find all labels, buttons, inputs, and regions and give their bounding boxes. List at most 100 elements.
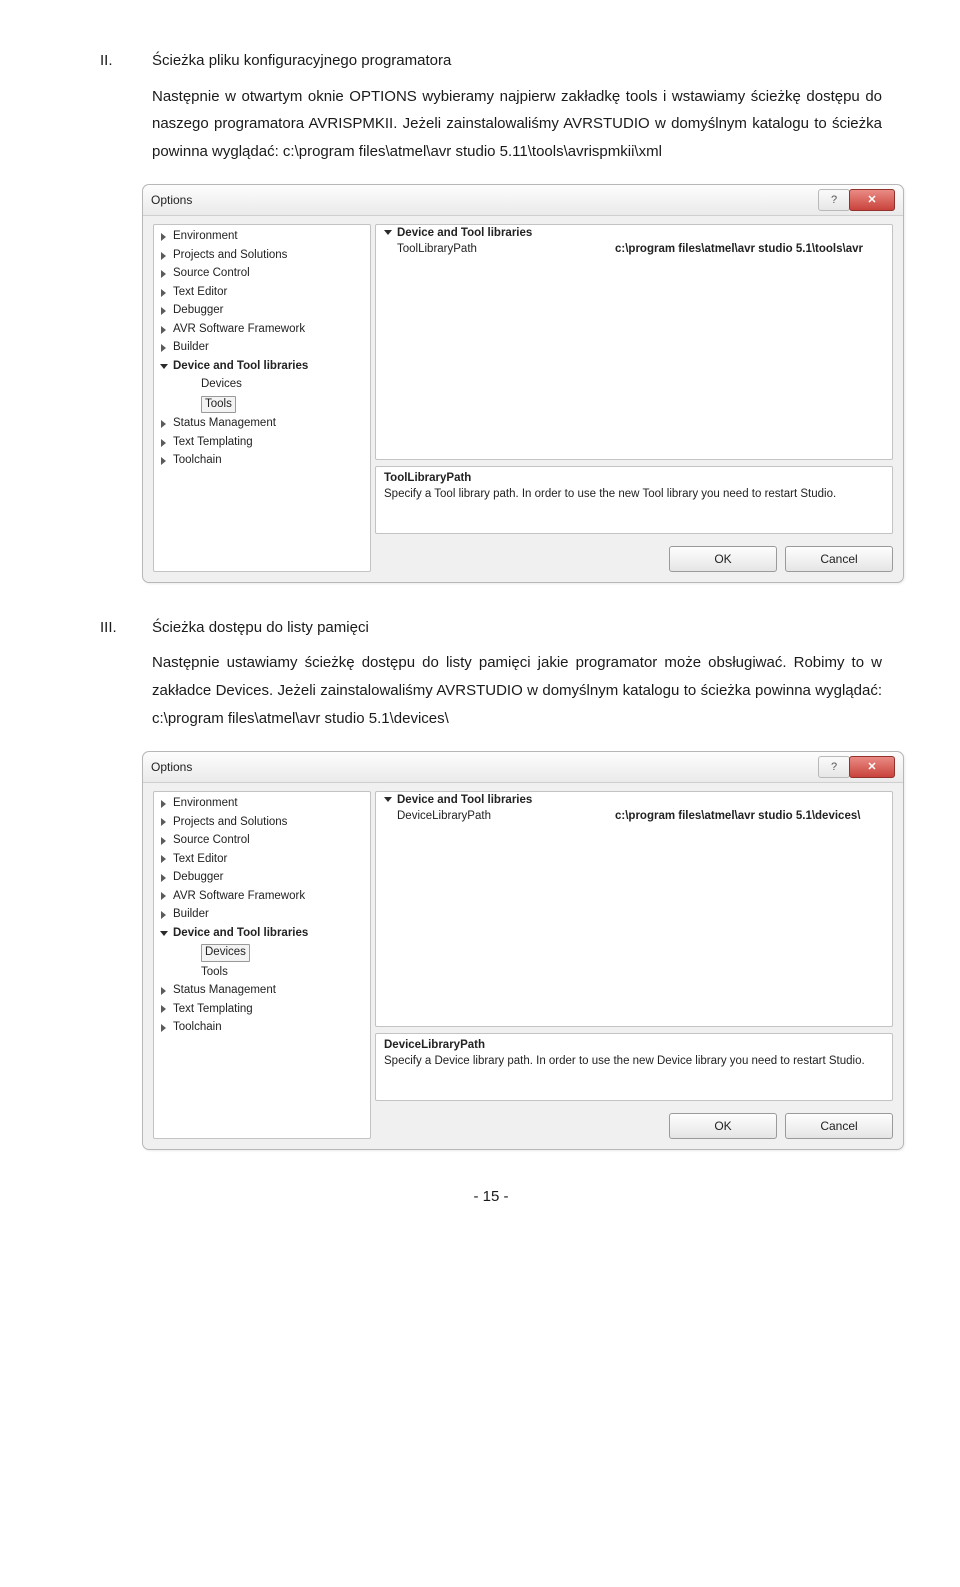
section-2-paragraph: Następnie w otwartym oknie OPTIONS wybie… (152, 83, 882, 166)
tree-item[interactable]: Text Editor (156, 850, 368, 869)
dialog-help-button[interactable]: ? (818, 189, 850, 211)
expand-icon (158, 361, 169, 372)
collapse-icon (158, 817, 169, 828)
section-2-title: Ścieżka pliku konfiguracyjnego programat… (152, 50, 451, 73)
tree-item[interactable]: Builder (156, 339, 368, 358)
tree-item[interactable]: AVR Software Framework (156, 320, 368, 339)
collapse-icon (158, 306, 169, 317)
options-tree[interactable]: EnvironmentProjects and Solutions Source … (153, 791, 371, 1139)
tree-item[interactable]: Tools (156, 394, 368, 415)
tree-item-label: AVR Software Framework (173, 322, 305, 338)
dialog-close-button[interactable]: ✕ (849, 189, 895, 211)
property-description-text: Specify a Tool library path. In order to… (384, 487, 884, 503)
tree-item-label: Devices (201, 377, 242, 393)
collapse-icon (158, 891, 169, 902)
tree-item[interactable]: Text Editor (156, 283, 368, 302)
collapse-icon (186, 399, 197, 410)
section-3-roman: III. (100, 617, 134, 640)
tree-item[interactable]: Toolchain (156, 1019, 368, 1038)
collapse-icon (158, 343, 169, 354)
tree-item[interactable]: Debugger (156, 869, 368, 888)
tree-item[interactable]: Status Management (156, 982, 368, 1001)
tree-item[interactable]: Source Control (156, 832, 368, 851)
options-dialog-2: Options ? ✕ EnvironmentProjects and Solu… (142, 751, 904, 1150)
tree-item-label: Toolchain (173, 453, 222, 469)
dialog-titlebar: Options ? ✕ (143, 185, 903, 216)
tree-item-label: Status Management (173, 416, 276, 432)
dialog-help-button[interactable]: ? (818, 756, 850, 778)
tree-item-label: Status Management (173, 983, 276, 999)
tree-item[interactable]: Environment (156, 228, 368, 247)
section-3-heading: III. Ścieżka dostępu do listy pamięci (100, 617, 882, 640)
options-tree[interactable]: EnvironmentProjects and Solutions Source … (153, 224, 371, 572)
collapse-icon (158, 250, 169, 261)
property-value[interactable]: c:\program files\atmel\avr studio 5.1\to… (615, 243, 886, 255)
ok-button[interactable]: OK (669, 546, 777, 572)
tree-item-label: Builder (173, 907, 209, 923)
tree-item[interactable]: Debugger (156, 302, 368, 321)
section-3-paragraph: Następnie ustawiamy ścieżkę dostępu do l… (152, 649, 882, 732)
collapse-icon (158, 909, 169, 920)
dialog-title: Options (151, 193, 192, 207)
collapse-icon (158, 835, 169, 846)
tree-item[interactable]: AVR Software Framework (156, 887, 368, 906)
tree-item-label: Text Templating (173, 435, 253, 451)
collapse-icon (158, 287, 169, 298)
property-grid[interactable]: Device and Tool libraries ToolLibraryPat… (375, 224, 893, 460)
tree-item-label: Text Editor (173, 852, 227, 868)
tree-item[interactable]: Devices (156, 943, 368, 964)
dialog-close-button[interactable]: ✕ (849, 756, 895, 778)
section-2-heading: II. Ścieżka pliku konfiguracyjnego progr… (100, 50, 882, 73)
property-value[interactable]: c:\program files\atmel\avr studio 5.1\de… (615, 810, 886, 822)
collapse-icon (186, 947, 197, 958)
tree-item-label: Source Control (173, 833, 250, 849)
tree-item-label: Tools (201, 965, 228, 981)
collapse-icon (158, 269, 169, 280)
tree-item-label: Projects and Solutions (173, 815, 287, 831)
collapse-icon (158, 419, 169, 430)
collapse-icon (158, 1004, 169, 1015)
tree-item-label: Source Control (173, 266, 250, 282)
tree-item[interactable]: Device and Tool libraries (156, 924, 368, 943)
tree-item[interactable]: Toolchain (156, 452, 368, 471)
tree-item-label: Builder (173, 340, 209, 356)
dialog-titlebar: Options ? ✕ (143, 752, 903, 783)
tree-item[interactable]: Environment (156, 795, 368, 814)
collapse-icon (158, 324, 169, 335)
dialog-title: Options (151, 760, 192, 774)
cancel-button[interactable]: Cancel (785, 546, 893, 572)
options-dialog-1: Options ? ✕ EnvironmentProjects and Solu… (142, 184, 904, 583)
tree-item[interactable]: Builder (156, 906, 368, 925)
collapse-icon (186, 967, 197, 978)
tree-item-label: Text Templating (173, 1002, 253, 1018)
ok-button[interactable]: OK (669, 1113, 777, 1139)
tree-item-label: Debugger (173, 870, 224, 886)
property-group-header: Device and Tool libraries (397, 794, 615, 806)
tree-item[interactable]: Device and Tool libraries (156, 357, 368, 376)
section-2-roman: II. (100, 50, 134, 73)
property-grid[interactable]: Device and Tool libraries DeviceLibraryP… (375, 791, 893, 1027)
property-key: ToolLibraryPath (397, 243, 615, 255)
expand-icon (158, 928, 169, 939)
collapse-icon (158, 985, 169, 996)
collapse-icon (186, 380, 197, 391)
tree-item-label: Projects and Solutions (173, 248, 287, 264)
tree-item[interactable]: Status Management (156, 415, 368, 434)
property-description: DeviceLibraryPath Specify a Device libra… (375, 1033, 893, 1101)
tree-item[interactable]: Projects and Solutions (156, 813, 368, 832)
tree-item[interactable]: Source Control (156, 265, 368, 284)
section-3-title: Ścieżka dostępu do listy pamięci (152, 617, 369, 640)
property-description-text: Specify a Device library path. In order … (384, 1054, 884, 1070)
tree-item-label: AVR Software Framework (173, 889, 305, 905)
collapse-icon (158, 437, 169, 448)
tree-item[interactable]: Projects and Solutions (156, 246, 368, 265)
tree-item[interactable]: Text Templating (156, 433, 368, 452)
tree-item[interactable]: Text Templating (156, 1000, 368, 1019)
cancel-button[interactable]: Cancel (785, 1113, 893, 1139)
collapse-icon (158, 232, 169, 243)
collapse-icon (158, 1022, 169, 1033)
tree-item[interactable]: Tools (156, 963, 368, 982)
tree-item[interactable]: Devices (156, 376, 368, 395)
tree-item-label: Device and Tool libraries (173, 926, 308, 942)
collapse-icon (158, 854, 169, 865)
